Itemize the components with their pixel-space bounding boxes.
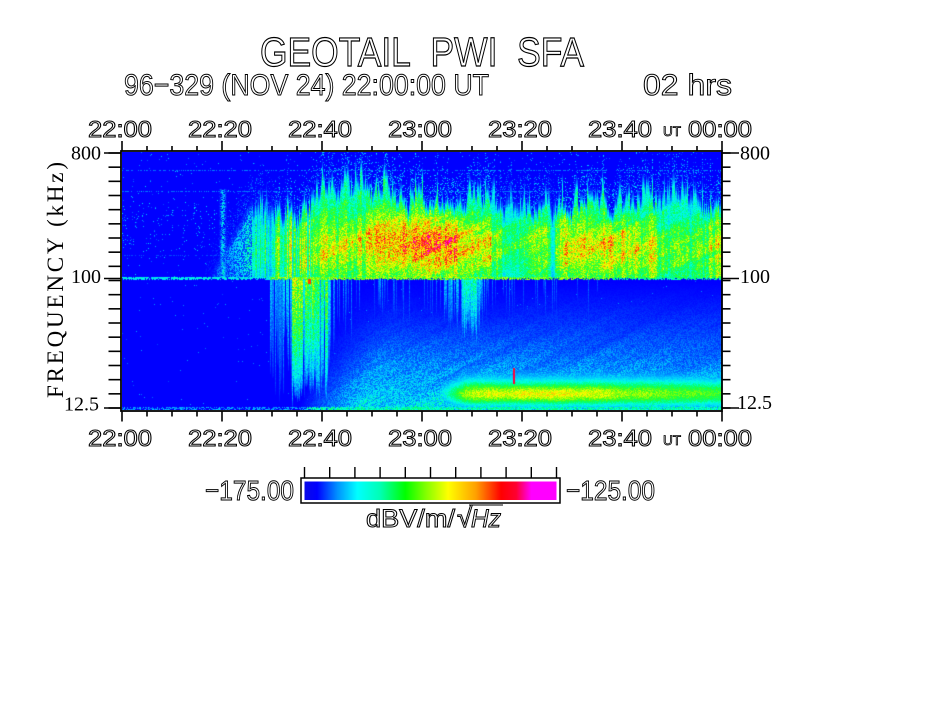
svg-text:Hz: Hz (471, 505, 501, 533)
svg-text:22:20: 22:20 (188, 116, 252, 142)
svg-text:23:20: 23:20 (488, 116, 552, 142)
svg-text:00:00: 00:00 (688, 116, 752, 142)
svg-text:22:00: 22:00 (88, 425, 152, 451)
svg-text:02 hrs: 02 hrs (643, 69, 732, 102)
svg-text:12.5: 12.5 (737, 392, 772, 414)
svg-text:100: 100 (71, 266, 101, 288)
svg-text:FREQUENCY (kHz): FREQUENCY (kHz) (43, 162, 68, 398)
svg-text:800: 800 (740, 143, 770, 165)
svg-text:22:00: 22:00 (88, 116, 152, 142)
svg-text:22:20: 22:20 (188, 425, 252, 451)
svg-text:23:40: 23:40 (588, 425, 652, 451)
svg-text:12.5: 12.5 (64, 394, 99, 416)
svg-text:−125.00: −125.00 (566, 475, 655, 506)
svg-text:100: 100 (740, 266, 770, 288)
svg-text:22:40: 22:40 (288, 425, 352, 451)
svg-text:22:40: 22:40 (288, 116, 352, 142)
svg-text:√: √ (457, 502, 473, 533)
svg-text:96−329 (NOV 24) 22:00:00 UT: 96−329 (NOV 24) 22:00:00 UT (124, 69, 489, 102)
svg-text:dBV/m/: dBV/m/ (366, 505, 455, 533)
svg-text:UT: UT (663, 124, 681, 139)
svg-text:800: 800 (71, 143, 101, 165)
svg-text:00:00: 00:00 (688, 425, 752, 451)
svg-text:GEOTAIL PWI SFA: GEOTAIL PWI SFA (260, 29, 585, 75)
svg-text:23:00: 23:00 (388, 425, 452, 451)
svg-text:23:00: 23:00 (388, 116, 452, 142)
svg-text:23:40: 23:40 (588, 116, 652, 142)
svg-text:UT: UT (663, 433, 681, 448)
svg-text:−175.00: −175.00 (205, 475, 294, 506)
svg-text:23:20: 23:20 (488, 425, 552, 451)
